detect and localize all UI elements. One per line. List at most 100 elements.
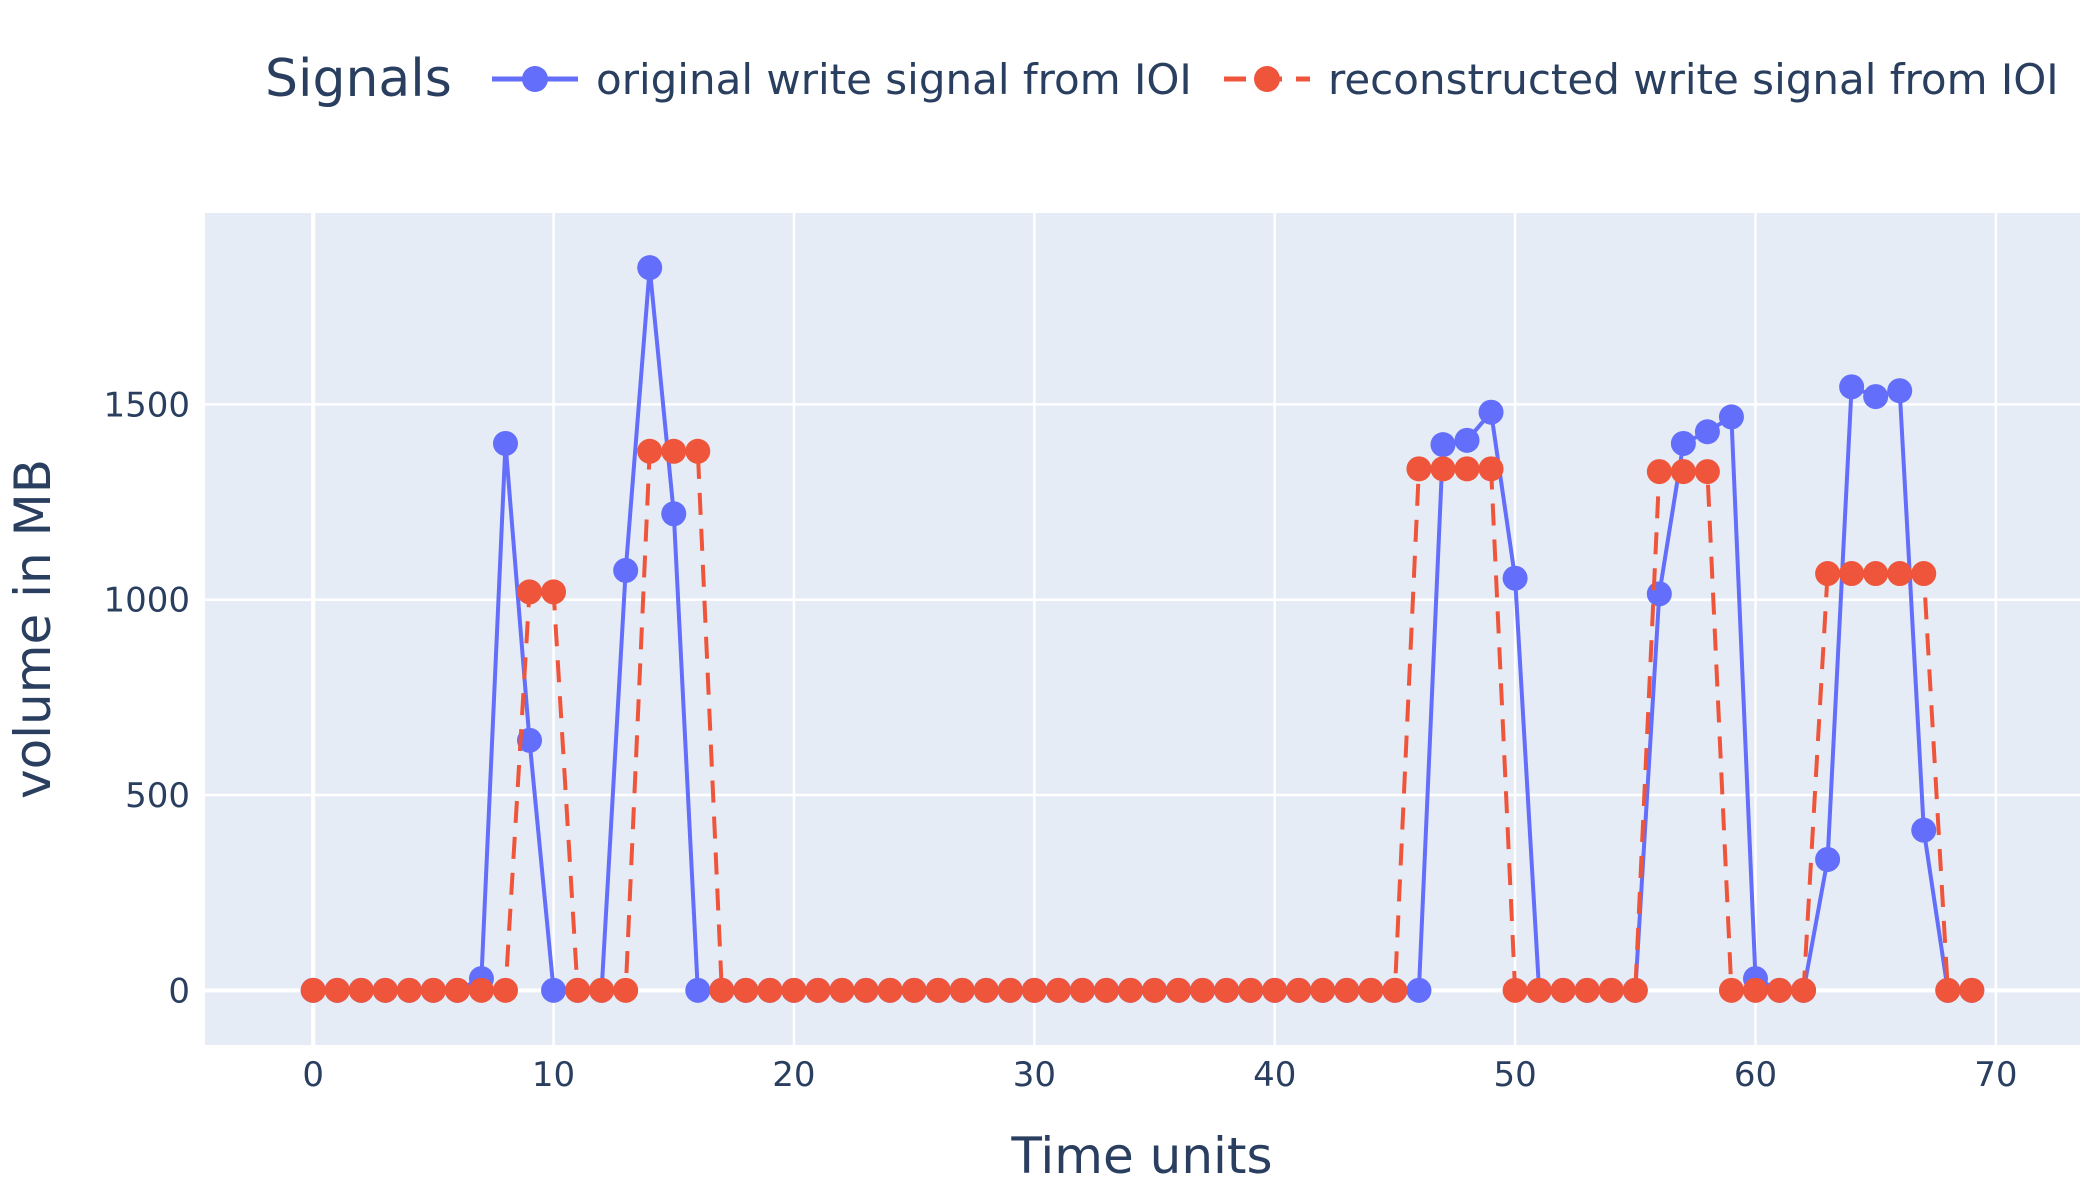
data-point[interactable] — [1646, 581, 1672, 607]
data-point[interactable] — [685, 977, 711, 1003]
data-point[interactable] — [1310, 977, 1336, 1003]
data-point[interactable] — [805, 977, 831, 1003]
legend-item-original[interactable]: original write signal from IOI — [492, 55, 1192, 104]
data-point[interactable] — [1382, 977, 1408, 1003]
data-point[interactable] — [1694, 459, 1720, 485]
data-point[interactable] — [1478, 399, 1504, 425]
data-point[interactable] — [1358, 977, 1384, 1003]
data-point[interactable] — [517, 579, 543, 605]
data-point[interactable] — [1406, 977, 1432, 1003]
y-tick-label: 500 — [125, 776, 190, 816]
data-point[interactable] — [492, 430, 518, 456]
data-point[interactable] — [1911, 817, 1937, 843]
data-point[interactable] — [853, 977, 879, 1003]
data-point[interactable] — [613, 557, 639, 583]
data-point[interactable] — [1887, 561, 1913, 587]
y-tick-label: 1500 — [103, 385, 190, 425]
data-point[interactable] — [372, 977, 398, 1003]
data-point[interactable] — [1863, 561, 1889, 587]
data-point[interactable] — [685, 438, 711, 464]
data-point[interactable] — [877, 977, 903, 1003]
data-point[interactable] — [973, 977, 999, 1003]
data-point[interactable] — [517, 727, 543, 753]
data-point[interactable] — [637, 255, 663, 281]
data-point[interactable] — [1646, 459, 1672, 485]
data-point[interactable] — [444, 977, 470, 1003]
data-point[interactable] — [613, 977, 639, 1003]
data-point[interactable] — [1454, 427, 1480, 453]
data-point[interactable] — [1718, 977, 1744, 1003]
data-point[interactable] — [757, 977, 783, 1003]
data-point[interactable] — [1262, 977, 1288, 1003]
data-point[interactable] — [541, 977, 567, 1003]
data-point[interactable] — [1093, 977, 1119, 1003]
data-point[interactable] — [1190, 977, 1216, 1003]
data-point[interactable] — [1334, 977, 1360, 1003]
data-point[interactable] — [1959, 977, 1985, 1003]
legend-label-reconstructed: reconstructed write signal from IOI — [1328, 55, 2059, 104]
data-point[interactable] — [565, 977, 591, 1003]
data-point[interactable] — [1478, 456, 1504, 482]
data-point[interactable] — [1550, 977, 1576, 1003]
data-point[interactable] — [1598, 977, 1624, 1003]
data-point[interactable] — [925, 977, 951, 1003]
data-point[interactable] — [829, 977, 855, 1003]
data-point[interactable] — [1214, 977, 1240, 1003]
data-point[interactable] — [781, 977, 807, 1003]
data-point[interactable] — [589, 977, 615, 1003]
data-point[interactable] — [1454, 456, 1480, 482]
data-point[interactable] — [1526, 977, 1552, 1003]
data-point[interactable] — [661, 438, 687, 464]
data-point[interactable] — [348, 977, 374, 1003]
data-point[interactable] — [492, 977, 518, 1003]
data-point[interactable] — [997, 977, 1023, 1003]
data-point[interactable] — [1021, 977, 1047, 1003]
data-point[interactable] — [1166, 977, 1192, 1003]
data-point[interactable] — [1069, 977, 1095, 1003]
legend-item-reconstructed[interactable]: reconstructed write signal from IOI — [1224, 55, 2059, 104]
data-point[interactable] — [1670, 459, 1696, 485]
data-point[interactable] — [1142, 977, 1168, 1003]
data-point[interactable] — [1887, 378, 1913, 404]
data-point[interactable] — [1117, 977, 1143, 1003]
data-point[interactable] — [1574, 977, 1600, 1003]
data-point[interactable] — [468, 977, 494, 1003]
data-point[interactable] — [1430, 432, 1456, 458]
data-point[interactable] — [1718, 404, 1744, 430]
data-point[interactable] — [420, 977, 446, 1003]
data-point[interactable] — [1502, 977, 1528, 1003]
data-point[interactable] — [1839, 374, 1865, 400]
data-point[interactable] — [1670, 430, 1696, 456]
data-point[interactable] — [1742, 977, 1768, 1003]
data-point[interactable] — [1815, 561, 1841, 587]
data-point[interactable] — [661, 501, 687, 527]
data-point[interactable] — [733, 977, 759, 1003]
data-point[interactable] — [709, 977, 735, 1003]
legend[interactable]: Signals original write signal from IOI r… — [265, 49, 2059, 109]
x-tick-label: 50 — [1493, 1055, 1536, 1095]
data-point[interactable] — [1839, 561, 1865, 587]
data-point[interactable] — [1694, 419, 1720, 445]
data-point[interactable] — [1815, 846, 1841, 872]
data-point[interactable] — [1911, 561, 1937, 587]
legend-swatch-marker-reconstructed — [1254, 66, 1280, 92]
data-point[interactable] — [1045, 977, 1071, 1003]
x-axis-ticks: 0 10 20 30 40 50 60 70 — [302, 1055, 2017, 1095]
data-point[interactable] — [300, 977, 326, 1003]
data-point[interactable] — [1863, 384, 1889, 410]
data-point[interactable] — [1791, 977, 1817, 1003]
data-point[interactable] — [901, 977, 927, 1003]
data-point[interactable] — [1767, 977, 1793, 1003]
data-point[interactable] — [949, 977, 975, 1003]
data-point[interactable] — [1238, 977, 1264, 1003]
data-point[interactable] — [1622, 977, 1648, 1003]
data-point[interactable] — [1935, 977, 1961, 1003]
data-point[interactable] — [541, 579, 567, 605]
data-point[interactable] — [1430, 456, 1456, 482]
data-point[interactable] — [396, 977, 422, 1003]
data-point[interactable] — [1406, 456, 1432, 482]
data-point[interactable] — [324, 977, 350, 1003]
data-point[interactable] — [1502, 565, 1528, 591]
data-point[interactable] — [637, 438, 663, 464]
data-point[interactable] — [1286, 977, 1312, 1003]
